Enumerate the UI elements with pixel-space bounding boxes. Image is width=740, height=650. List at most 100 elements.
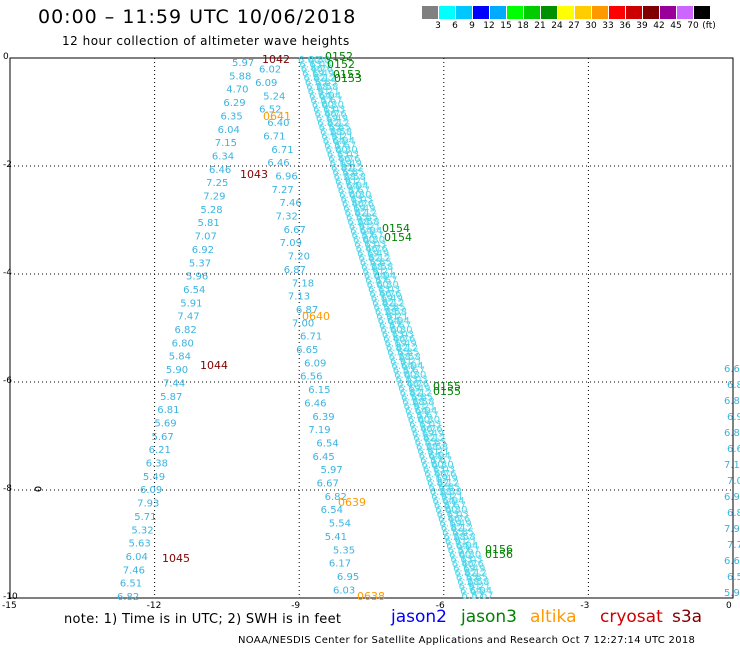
swh-value: 6.94 xyxy=(470,586,492,597)
swh-value: 6.85 xyxy=(438,483,460,494)
swh-value: 6.21 xyxy=(427,447,449,458)
swh-value: 5.24 xyxy=(263,91,285,102)
swh-value: 6.73 xyxy=(423,465,445,476)
swh-value: 6.81 xyxy=(157,405,179,416)
swh-value: 6.87 xyxy=(284,265,306,276)
swh-value: 6.30 xyxy=(377,280,399,291)
swh-value: 6.28 xyxy=(334,172,356,183)
swh-value: 6.85 xyxy=(315,78,337,89)
legend-swatch xyxy=(575,6,591,19)
pass-time-label: 0153 xyxy=(334,72,362,85)
swh-value: 6.82 xyxy=(454,568,476,579)
swh-value: 6.85 xyxy=(356,213,378,224)
lat-tick-label: -4 xyxy=(3,268,12,278)
swh-value: 6.12 xyxy=(313,73,335,84)
satellite-label-s3a: s3a xyxy=(672,607,703,627)
legend-swatch xyxy=(490,6,506,19)
swh-value: 6.64 xyxy=(405,406,427,417)
swh-value: 6.73 xyxy=(341,195,363,206)
swh-value: 6.67 xyxy=(444,501,466,512)
swh-value: 5.90 xyxy=(166,365,188,376)
swh-value: 6.00 xyxy=(312,100,334,111)
swh-value: 6.73 xyxy=(382,330,404,341)
swh-value: 6.60 xyxy=(724,364,740,375)
swh-value: 6.64 xyxy=(378,316,400,327)
swh-value: 6.76 xyxy=(462,559,484,570)
swh-value: 6.82 xyxy=(303,73,325,84)
swh-value: 5.88 xyxy=(229,71,251,82)
pass-time-label: 0638 xyxy=(357,590,385,603)
swh-value: 6.09 xyxy=(304,358,326,369)
swh-value: 7.25 xyxy=(206,178,228,189)
swh-value: 6.28 xyxy=(402,397,424,408)
swh-value: 6.82 xyxy=(400,388,422,399)
swh-value: 6.52 xyxy=(259,105,281,116)
swh-value: 5.49 xyxy=(143,472,165,483)
swh-value: 6.00 xyxy=(339,190,361,201)
lon-tick-label: -9 xyxy=(291,601,301,611)
swh-value: 6.39 xyxy=(312,412,334,423)
swh-value: 6.28 xyxy=(320,127,342,138)
swh-value: 6.46 xyxy=(342,199,364,210)
swh-value: 7.09 xyxy=(280,238,302,249)
swh-value: 6.85 xyxy=(383,303,405,314)
swh-value: 6.46 xyxy=(424,469,446,480)
swh-value: 6.51 xyxy=(120,579,142,590)
swh-value: 5.32 xyxy=(131,525,153,536)
swh-value: 6.04 xyxy=(218,125,240,136)
swh-value: 6.30 xyxy=(349,190,371,201)
swh-value: 6.21 xyxy=(359,222,381,233)
swh-value: 6.56 xyxy=(300,372,322,383)
swh-value: 6.80 xyxy=(172,338,194,349)
page-title: 00:00 – 11:59 UTC 10/06/2018 xyxy=(38,6,357,28)
swh-value: 6.67 xyxy=(334,141,356,152)
swh-value: 6.49 xyxy=(408,384,430,395)
swh-value: 6.49 xyxy=(367,249,389,260)
swh-value: 5.63 xyxy=(129,539,151,550)
swh-value: 6.17 xyxy=(329,559,351,570)
swh-value: 6.65 xyxy=(296,345,318,356)
swh-value: 6.00 xyxy=(380,325,402,336)
swh-value: 6.76 xyxy=(379,289,401,300)
swh-value: 6.45 xyxy=(312,452,334,463)
swh-value: 6.37 xyxy=(379,321,401,332)
swh-value: 6.73 xyxy=(395,375,417,386)
legend-label: 39 xyxy=(636,21,648,31)
swh-value: 6.55 xyxy=(346,213,368,224)
swh-value: 6.49 xyxy=(449,519,471,530)
swh-value: 6.82 xyxy=(413,433,435,444)
legend-label: 45 xyxy=(670,21,682,31)
swh-value: 6.19 xyxy=(398,384,420,395)
swh-value: 6.55 xyxy=(332,168,354,179)
swh-value: 6.46 xyxy=(209,165,231,176)
legend-label: 42 xyxy=(653,21,665,31)
swh-value: 6.67 xyxy=(320,96,342,107)
swh-value: 6.12 xyxy=(327,118,349,129)
swh-value: 6.00 xyxy=(394,370,416,381)
lat-tick-label: -10 xyxy=(3,592,18,602)
swh-value: 6.76 xyxy=(407,379,429,390)
swh-value: 6.19 xyxy=(343,204,365,215)
swh-value: 6.54 xyxy=(321,505,343,516)
swh-value: 7.18 xyxy=(292,278,314,289)
legend-label: 27 xyxy=(568,21,580,31)
swh-value: 5.96 xyxy=(186,272,208,283)
swh-value: 6.85 xyxy=(411,393,433,404)
satellite-label-jason2: jason2 xyxy=(391,607,447,627)
swh-value: 6.21 xyxy=(414,402,436,413)
swh-value: 6.03 xyxy=(333,585,355,596)
swh-value: 6.19 xyxy=(439,519,461,530)
swh-value: 6.91 xyxy=(417,447,439,458)
swh-value: 6.30 xyxy=(432,460,454,471)
swh-value: 6.46 xyxy=(314,109,336,120)
swh-value: 6.03 xyxy=(405,375,427,386)
pass-time-label: 0154 xyxy=(384,231,412,244)
swh-value: 6.19 xyxy=(371,294,393,305)
swh-value: 6.85 xyxy=(342,168,364,179)
swh-value: 6.85 xyxy=(452,528,474,539)
swh-value: 6.03 xyxy=(309,60,331,71)
swh-value: 6.55 xyxy=(415,438,437,449)
swh-value: 6.58 xyxy=(412,397,434,408)
swh-value: 6.37 xyxy=(352,231,374,242)
pass-time-label: 0152 xyxy=(327,58,355,71)
